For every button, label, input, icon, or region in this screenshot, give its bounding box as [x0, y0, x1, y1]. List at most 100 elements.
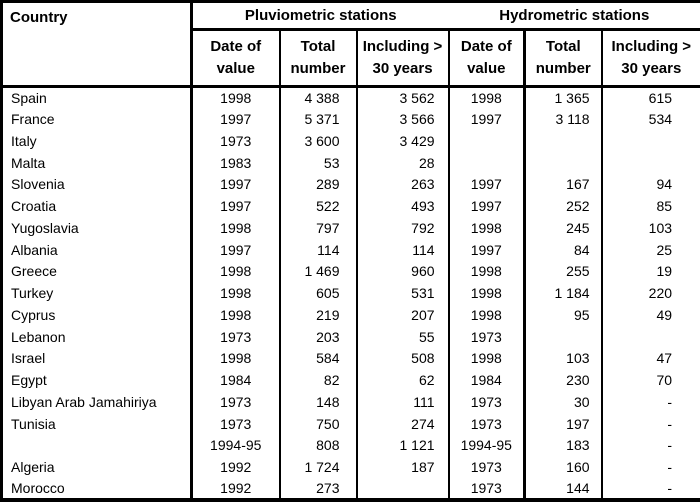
pluvio-date-cell: 1998: [191, 347, 281, 370]
hydro-including-cell: 49: [656, 306, 673, 323]
country-cell: Cyprus: [1, 304, 193, 326]
hydro-date-cell: 1994-95: [448, 434, 527, 457]
hydro-date-cell: 1984: [448, 369, 527, 391]
country-cell: Albania: [1, 238, 193, 261]
pluvio-date-cell: 1992: [191, 478, 281, 500]
hydro-including-cell: 103: [648, 219, 673, 236]
country-cell: Slovenia: [1, 173, 193, 196]
pluvio-total-cell: 82: [279, 369, 358, 391]
hydro-including-cell: 70: [656, 372, 673, 389]
table-row: Malta 1983 53 28: [1, 151, 700, 174]
hydro-date-cell: 1998: [448, 85, 527, 109]
country-cell: Turkey: [1, 282, 193, 304]
table-row: Morocco 1992 273 1973 144 -: [1, 478, 700, 500]
hydro-including-cell: [602, 130, 700, 152]
hydro-date-cell: 1973: [448, 478, 527, 500]
pluvio-including-cell: 207: [356, 304, 450, 326]
hydro-including-cell: -: [667, 480, 673, 496]
hydro-including-cell: 25: [656, 241, 673, 258]
table-header: Country Pluviometric stations Hydrometri…: [1, 1, 700, 88]
pluvio-including-cell: 3 566: [356, 108, 450, 130]
table-row: France 1997 5 371 3 566 1997 3 118 534: [1, 108, 700, 130]
group-header-row: Country Pluviometric stations Hydrometri…: [1, 1, 700, 87]
pluvio-total-cell: 4 388: [279, 85, 358, 109]
pluvio-total-cell: 750: [279, 412, 358, 435]
country-cell: Croatia: [1, 195, 193, 217]
table-row: Libyan Arab Jamahiriya 1973 148 111 1973 30-: [1, 391, 700, 413]
hydro-including-cell: 534: [648, 111, 673, 128]
pluvio-total-header: Total number: [279, 29, 358, 88]
table-row: Greece 1998 1 469 960 1998 255 19: [1, 260, 700, 283]
pluvio-total-cell: 605: [279, 282, 358, 304]
hydro-including-cell: -: [667, 437, 673, 454]
country-cell: Malta: [1, 151, 193, 174]
pluvio-total-cell: 273: [279, 478, 358, 500]
country-cell: Israel: [1, 347, 193, 370]
hydro-including-cell: [602, 326, 700, 348]
table-row: Lebanon 1973 203 55 1973: [1, 325, 700, 348]
hydro-including-cell: 85: [656, 198, 673, 215]
pluvio-including-cell: 28: [356, 151, 450, 174]
pluvio-date-cell: 1973: [191, 325, 281, 348]
table-row: Turkey 1998 605 531 1998 1 184 220: [1, 282, 700, 304]
pluvio-including-cell: 1 121: [356, 434, 450, 457]
hydrometric-group-header: Hydrometric stations: [448, 1, 700, 31]
hydro-date-cell: 1973: [448, 391, 527, 413]
pluvio-including-cell: 111: [356, 391, 450, 413]
pluvio-including-cell: 508: [356, 347, 450, 370]
country-cell: Tunisia: [1, 412, 193, 435]
pluvio-total-cell: 3 600: [279, 130, 358, 152]
pluvio-including-header: Including > 30 years: [356, 29, 450, 88]
hydro-including-cell: -: [667, 393, 673, 410]
pluvio-total-cell: 53: [279, 151, 358, 174]
hydro-date-cell: 1998: [448, 217, 527, 239]
pluvio-date-cell: 1994-95: [191, 434, 281, 457]
country-cell: Morocco: [1, 478, 193, 500]
pluvio-total-cell: 522: [279, 195, 358, 217]
hydro-total-cell: [524, 130, 603, 152]
hydro-date-cell: 1973: [448, 456, 527, 478]
table-row: Cyprus 1998 219 207 1998 95 49: [1, 304, 700, 326]
pluvio-date-cell: 1997: [191, 195, 281, 217]
pluvio-date-header: Date of value: [191, 29, 281, 88]
pluvio-including-cell: 187: [356, 456, 450, 478]
pluvio-including-cell: 3 562: [356, 85, 450, 109]
hydro-total-cell: [524, 151, 603, 174]
table-row: 1994-95 808 1 121 1994-95 183-: [1, 434, 700, 457]
hydro-total-cell: 144: [524, 478, 603, 500]
country-cell: France: [1, 108, 193, 130]
country-cell: [1, 434, 193, 457]
hydro-date-cell: 1998: [448, 347, 527, 370]
table-row: Slovenia 1997 289 263 1997 167 94: [1, 173, 700, 196]
pluvio-date-cell: 1998: [191, 304, 281, 326]
hydro-including-cell: 47: [656, 350, 673, 367]
hydro-total-cell: 1 365: [524, 85, 603, 109]
country-cell: Egypt: [1, 369, 193, 391]
pluvio-date-cell: 1998: [191, 217, 281, 239]
hydro-including-header: Including > 30 years: [601, 29, 700, 88]
hydro-total-cell: 95: [524, 304, 603, 326]
pluvio-including-cell: 55: [356, 325, 450, 348]
hydro-total-cell: 230: [524, 369, 603, 391]
hydro-date-cell: 1997: [448, 173, 527, 196]
country-cell: Italy: [1, 130, 193, 152]
hydro-date-cell: 1973: [448, 412, 527, 435]
pluvio-date-cell: 1998: [191, 282, 281, 304]
pluvio-including-cell: 531: [356, 282, 450, 304]
table-row: Egypt 1984 82 62 1984 230 70: [1, 369, 700, 391]
sub-header-row: Date of value Total number Including > 3…: [2, 29, 700, 88]
country-cell: Yugoslavia: [1, 217, 193, 239]
hydro-total-cell: 245: [524, 217, 603, 239]
country-cell: Lebanon: [1, 325, 193, 348]
country-column-header: Country: [1, 1, 193, 87]
pluvio-date-cell: 1973: [191, 412, 281, 435]
table-row: Tunisia 1973 750 274 1973 197-: [1, 412, 700, 435]
hydro-total-header: Total number: [524, 29, 603, 88]
pluvio-date-cell: 1998: [191, 85, 281, 109]
table-body: Spain 1998 4 388 3 562 1998 1 365 615 France 199…: [1, 85, 700, 500]
hydro-date-cell: 1973: [448, 325, 527, 348]
table-row: Italy 1973 3 600 3 429: [1, 130, 700, 152]
pluvio-total-cell: 114: [279, 238, 358, 261]
pluvio-date-cell: 1973: [191, 391, 281, 413]
